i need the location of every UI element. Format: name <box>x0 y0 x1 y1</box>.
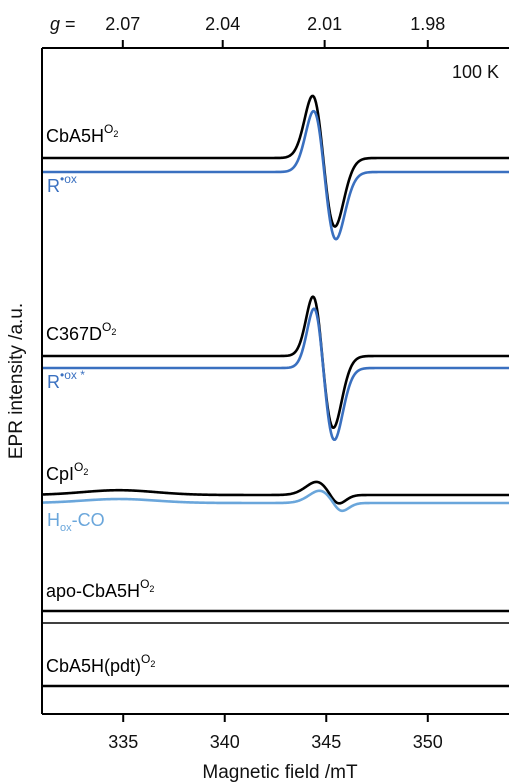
x-axis-title: Magnetic field /mT <box>202 762 358 783</box>
ticks-layer: 335 340 345 350 2.07 2.04 2.01 1.98 <box>105 14 445 752</box>
series-label-superscript: O <box>104 122 113 136</box>
series-label-main: R <box>47 372 60 392</box>
x-tick-label: 345 <box>311 732 341 752</box>
x-tick-label: 340 <box>210 732 240 752</box>
temperature-label: 100 K <box>452 62 499 82</box>
trace-line <box>42 489 509 513</box>
trace-line <box>42 480 509 505</box>
series-label: CbA5HO2 <box>46 122 118 146</box>
series-label-main: R <box>47 176 60 196</box>
series-label: Hox-CO <box>47 510 105 534</box>
series-label-superscript: •ox <box>60 172 77 186</box>
y-axis-title: EPR intensity /a.u. <box>6 303 27 459</box>
series-label-superscript: •ox * <box>60 368 85 382</box>
series-label: R•ox <box>47 172 77 196</box>
series-label-superscript: O <box>141 652 150 666</box>
trace-line <box>42 307 509 442</box>
series-label: CbA5H(pdt)O2 <box>46 652 155 676</box>
series-label-superscript-sub: 2 <box>149 584 154 594</box>
traces-layer <box>42 94 509 688</box>
trace-line <box>42 295 509 430</box>
series-label-main: CbA5H <box>46 126 104 146</box>
series-label-main: CpI <box>46 464 74 484</box>
x-tick-label: 335 <box>108 732 138 752</box>
series-label-main: C367D <box>46 324 102 344</box>
series-label-superscript: O <box>74 460 83 474</box>
trace-line <box>42 94 509 228</box>
trace-line <box>42 109 509 241</box>
series-label-superscript-sub: 2 <box>83 467 88 477</box>
series-label-rest: -CO <box>72 510 105 530</box>
series-label-superscript-sub: 2 <box>150 659 155 669</box>
g-tick-label: 1.98 <box>410 14 445 34</box>
g-tick-label: 2.04 <box>205 14 240 34</box>
x-tick-label: 350 <box>413 732 443 752</box>
series-label-superscript-sub: 2 <box>111 327 116 337</box>
series-label-main: CbA5H(pdt) <box>46 656 141 676</box>
series-label: CpIO2 <box>46 460 88 484</box>
g-axis-prefix-rest: = <box>60 14 76 34</box>
series-label-main: apo-CbA5H <box>46 581 140 601</box>
series-label: R•ox * <box>47 368 85 392</box>
g-tick-label: 2.07 <box>105 14 140 34</box>
series-label-subscript: ox <box>60 522 72 534</box>
series-label-main: H <box>47 510 60 530</box>
series-label-superscript: O <box>102 320 111 334</box>
series-label-superscript: O <box>140 577 149 591</box>
series-label: C367DO2 <box>46 320 116 344</box>
series-label-superscript-sub: 2 <box>113 129 118 139</box>
series-label: apo-CbA5HO2 <box>46 577 154 601</box>
g-tick-label: 2.01 <box>307 14 342 34</box>
g-axis-prefix: g = <box>50 14 76 34</box>
